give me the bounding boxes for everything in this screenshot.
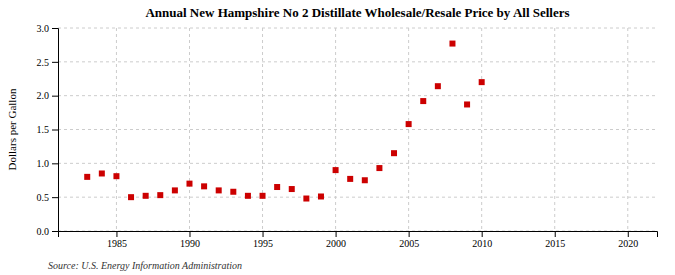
point <box>347 176 353 182</box>
point <box>479 79 485 85</box>
y-axis-line <box>52 29 59 232</box>
y-axis: 0.0 0.5 1.0 1.5 2.0 2.5 3.0 <box>37 23 59 237</box>
grid <box>58 28 657 231</box>
grid-line <box>58 61 657 62</box>
y-tick: 0.5 <box>37 192 59 203</box>
x-tick-mark <box>263 231 264 237</box>
x-tick: 2000 <box>326 231 346 249</box>
x-tick: 1990 <box>180 231 200 249</box>
y-tick-mark <box>52 62 58 63</box>
point <box>420 98 426 104</box>
point <box>318 193 324 199</box>
point <box>113 173 119 179</box>
title: Annual New Hampshire No 2 Distillate Who… <box>145 5 569 20</box>
x-tick-mark <box>116 231 117 237</box>
y-tick-label: 1.0 <box>37 158 50 169</box>
y-tick: 1.0 <box>37 158 59 169</box>
point <box>216 187 222 193</box>
point <box>245 193 251 199</box>
y-tick-label: 3.0 <box>37 23 50 34</box>
y-tick-label: 1.5 <box>37 124 50 135</box>
y-tick-label: 0.0 <box>37 226 50 237</box>
point <box>230 189 236 195</box>
y-tick-label: 2.0 <box>37 90 50 101</box>
x-tick-label: 2000 <box>326 238 346 249</box>
point <box>303 196 309 202</box>
point <box>128 194 134 200</box>
point <box>157 192 163 198</box>
y-tick-mark <box>52 28 58 29</box>
y-tick-mark <box>52 96 58 97</box>
x-tick: 2015 <box>545 231 565 249</box>
y-tick: 0.0 <box>37 226 59 237</box>
point <box>260 193 266 199</box>
point <box>449 41 455 47</box>
x-tick: 2020 <box>618 231 638 249</box>
x-axis: 1985 1990 1995 2000 2005 2010 2015 2020 <box>59 231 658 249</box>
y-tick: 2.5 <box>37 57 59 68</box>
x-tick-label: 1990 <box>180 238 200 249</box>
y-axis-label: Dollars per Gallon <box>6 88 18 170</box>
point <box>376 165 382 171</box>
point <box>435 83 441 89</box>
point <box>172 187 178 193</box>
x-tick: 1985 <box>107 231 127 249</box>
point <box>362 177 368 183</box>
point <box>201 183 207 189</box>
x-tick-mark <box>628 231 629 237</box>
x-tick-label: 2015 <box>545 238 565 249</box>
point <box>143 193 149 199</box>
x-tick-mark <box>555 231 556 237</box>
y-tick-mark <box>52 130 58 131</box>
points <box>84 41 484 202</box>
point <box>274 184 280 190</box>
grid-line <box>481 28 482 231</box>
y-tick: 2.0 <box>37 90 59 101</box>
chart: 1985 1990 1995 2000 2005 2010 2015 2020 0.0 0.5 1.… <box>0 0 675 275</box>
y-tick-mark <box>52 197 58 198</box>
x-tick-mark <box>409 231 410 237</box>
x-tick: 2010 <box>472 231 492 249</box>
point <box>289 186 295 192</box>
point <box>333 167 339 173</box>
x-tick-label: 2010 <box>472 238 492 249</box>
x-tick-mark <box>189 231 190 237</box>
grid-line <box>58 28 657 29</box>
plot: 1985 1990 1995 2000 2005 2010 2015 2020 0.0 0.5 1.… <box>37 23 658 249</box>
y-tick-mark <box>52 231 58 232</box>
x-tick-label: 2005 <box>399 238 419 249</box>
point <box>391 150 397 156</box>
source-note: Source: U.S. Energy Information Administ… <box>48 260 242 271</box>
grid-line <box>189 28 190 231</box>
x-tick-label: 1985 <box>107 238 127 249</box>
point <box>99 170 105 176</box>
point <box>84 174 90 180</box>
point <box>464 101 470 107</box>
grid-line <box>116 28 117 231</box>
x-tick-mark <box>336 231 337 237</box>
grid-line <box>554 28 555 231</box>
x-tick-label: 1995 <box>253 238 273 249</box>
grid-line <box>58 163 657 164</box>
x-axis-line <box>59 232 658 238</box>
point <box>406 121 412 127</box>
y-tick: 3.0 <box>37 23 59 34</box>
y-tick-mark <box>52 163 58 164</box>
grid-line <box>58 129 657 130</box>
y-tick-label: 2.5 <box>37 57 50 68</box>
x-tick-label: 2020 <box>618 238 638 249</box>
grid-line <box>58 95 657 96</box>
x-tick: 1995 <box>253 231 273 249</box>
y-tick-label: 0.5 <box>37 192 50 203</box>
x-tick-mark <box>482 231 483 237</box>
y-tick: 1.5 <box>37 124 59 135</box>
point <box>186 181 192 187</box>
x-tick: 2005 <box>399 231 419 249</box>
